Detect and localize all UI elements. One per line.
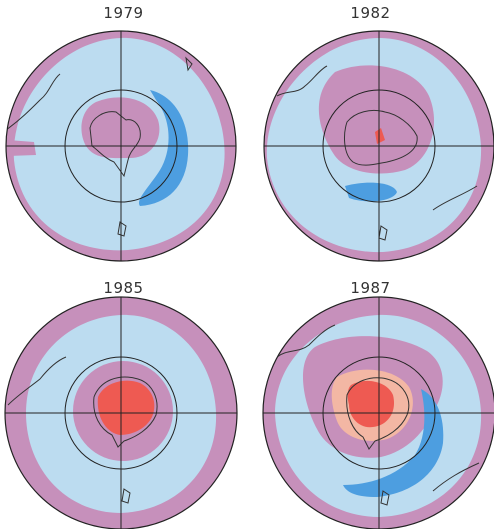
continent-coastline [432,462,480,492]
polar-map [263,30,494,262]
island-outline [117,221,127,237]
ozone-hole-core [97,380,155,435]
panel-1979: 1979 [0,0,247,264]
panel-1987: 1987 [247,265,494,529]
antarctica-coastline [344,109,418,166]
panel-1982: 1982 [247,0,494,264]
high-ozone-region [345,182,397,202]
latitude-circle [322,89,436,203]
panel-title: 1987 [350,279,391,297]
island-outline [121,488,131,504]
globe-outline [4,296,238,529]
ozone-hole-core [375,128,385,144]
island-outline [380,490,390,506]
globe-outline [5,30,237,262]
antarctica-coastline [89,111,141,178]
continent-coastline [7,356,67,406]
globe-outline [262,296,494,529]
latitude-circle [322,356,436,470]
latitude-circle [64,356,178,470]
ozone-polar-region [318,65,435,174]
polar-map [4,296,238,529]
latitude-circle [64,89,178,203]
polar-map [262,296,494,529]
island-outline [378,225,388,241]
high-ozone-region [139,90,189,206]
globe-outline [263,30,494,262]
continent-coastline [6,73,61,131]
continent-coastline [276,65,328,97]
island-outline [185,56,193,72]
continent-coastline [432,185,478,211]
panel-title: 1979 [103,4,144,22]
continent-coastline [276,324,336,358]
panel-title: 1982 [350,4,391,22]
ozone-hole-core [347,380,395,428]
polar-map [5,30,237,262]
panel-title: 1985 [103,279,144,297]
antarctica-coastline [93,376,158,448]
ozone-patch [8,140,36,156]
high-ozone-region [343,389,444,497]
ozone-polar-region [81,97,160,159]
antarctica-coastline [346,377,410,450]
panel-1985: 1985 [0,265,247,529]
